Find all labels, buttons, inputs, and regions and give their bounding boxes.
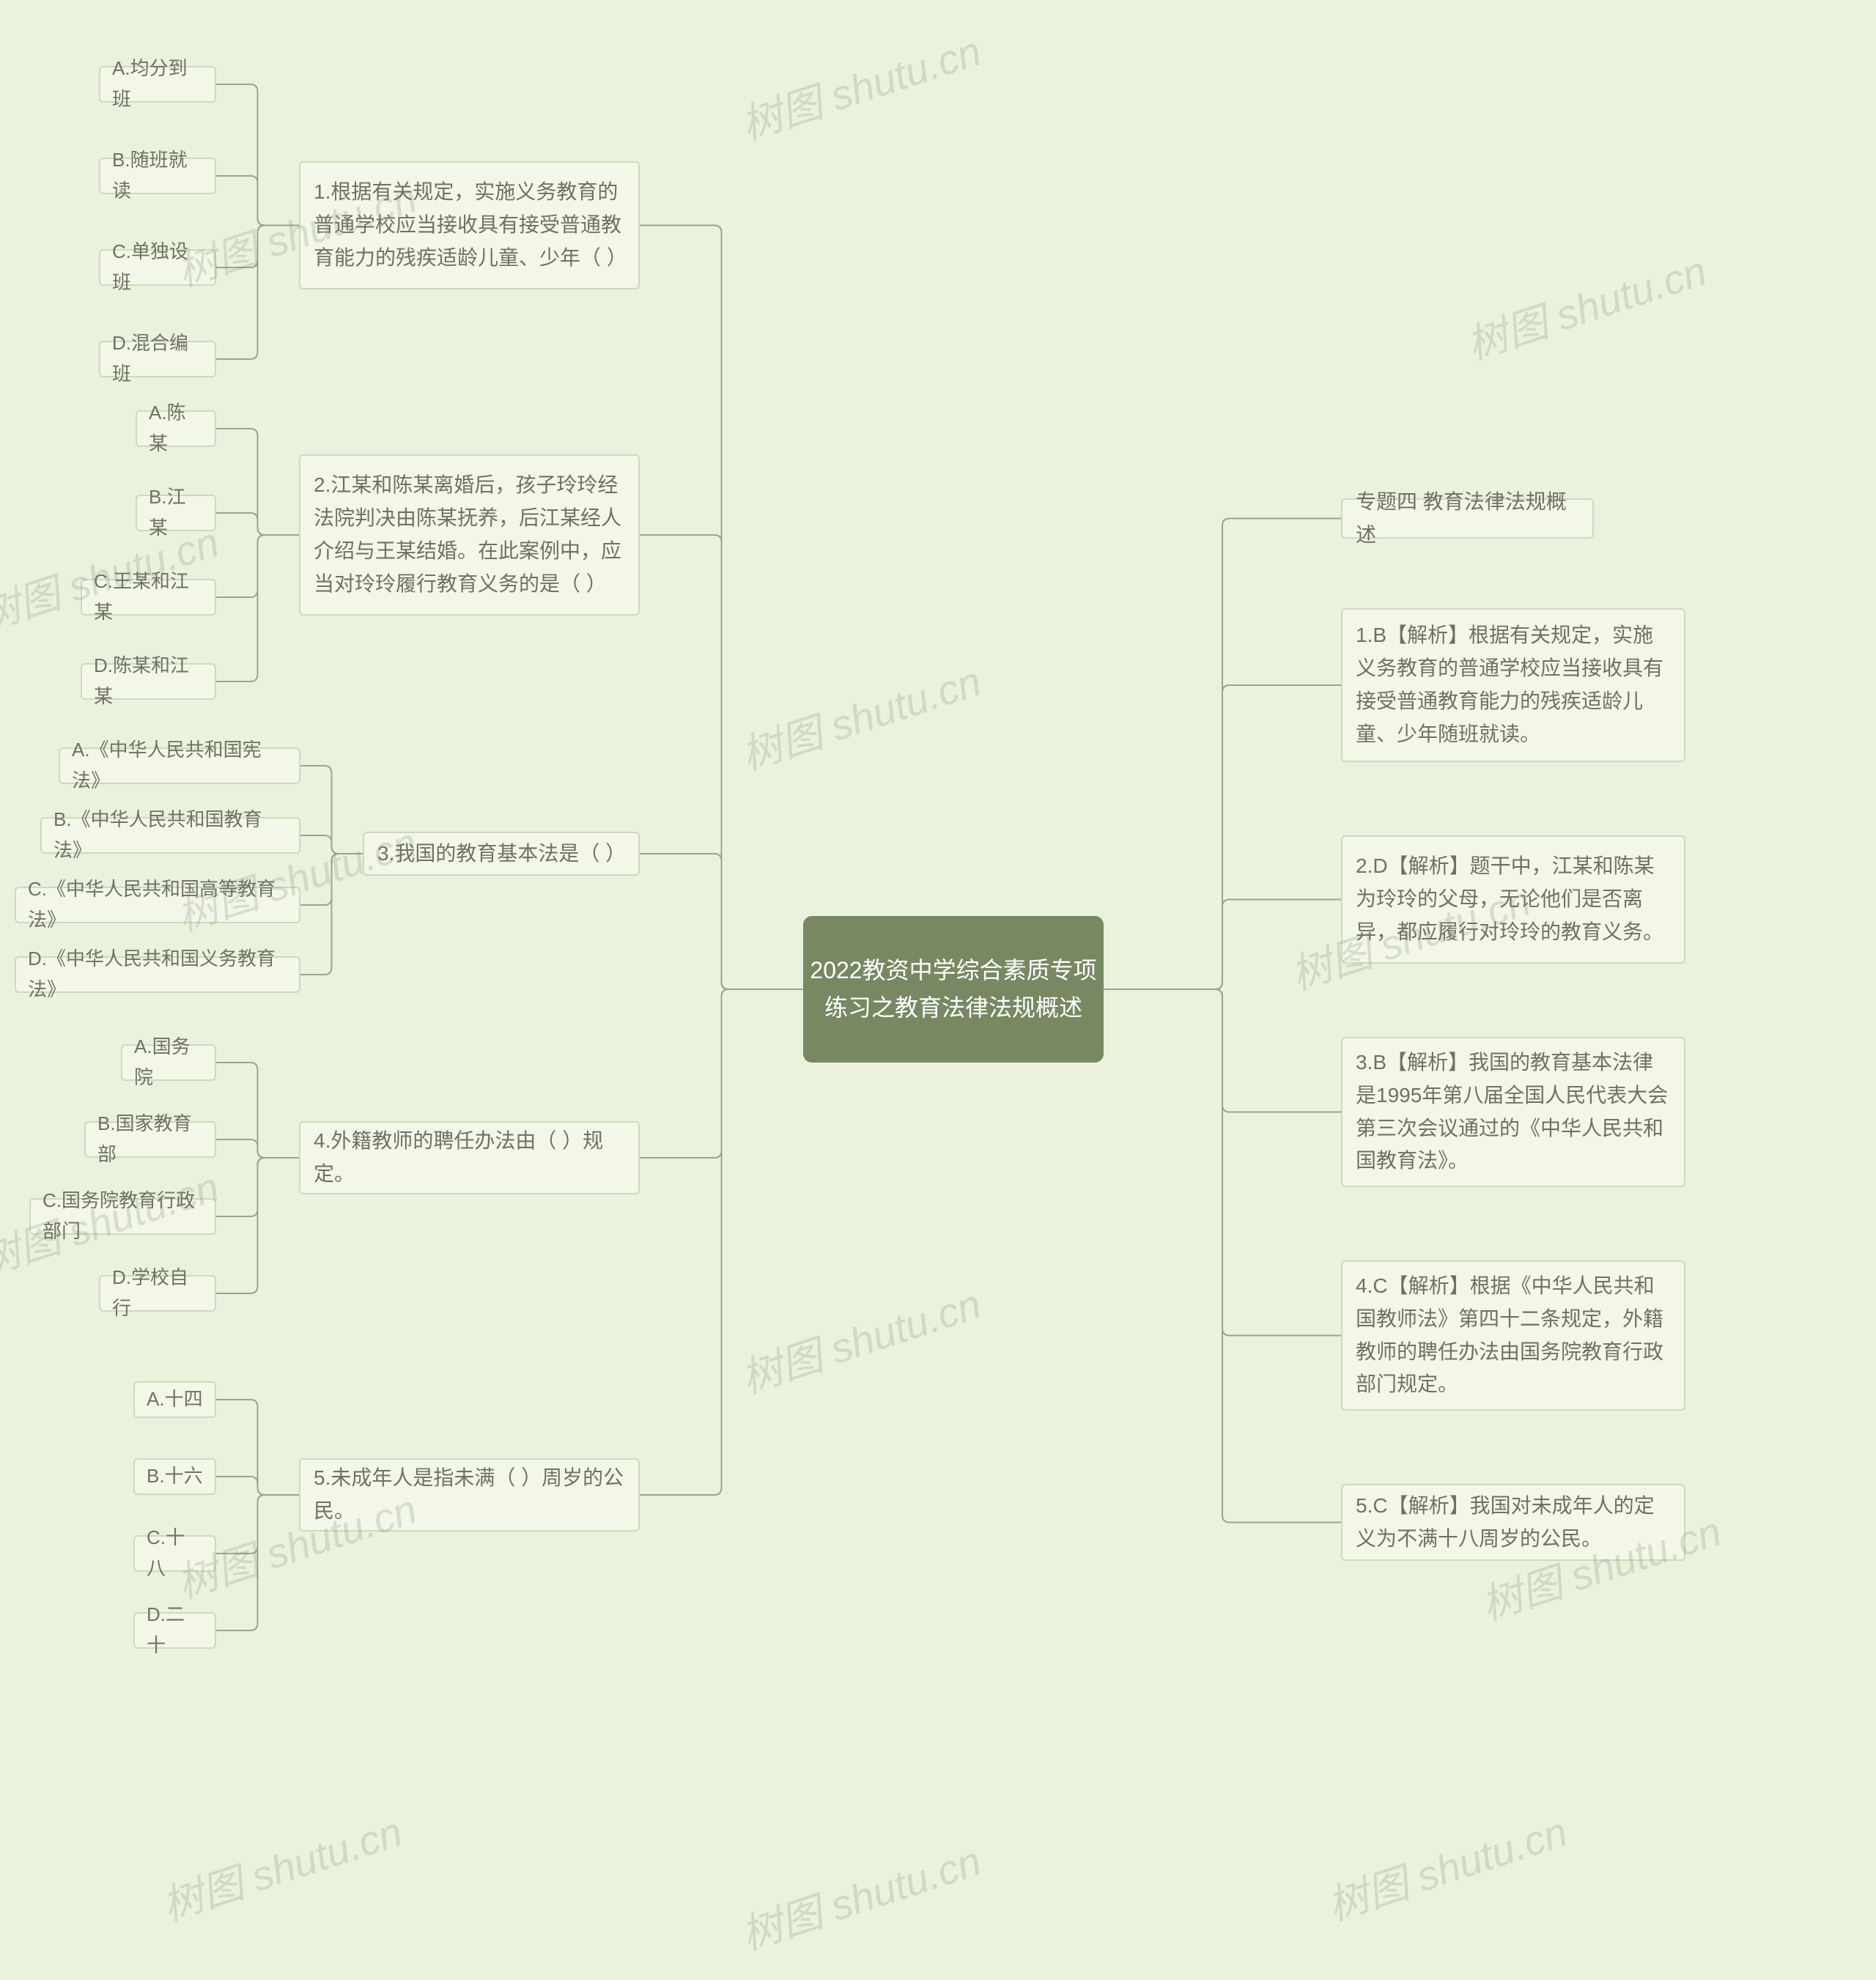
right-branch-2-label: 1.B【解析】根据有关规定，实施义务教育的普通学校应当接收具有接受普通教育能力的… (1356, 619, 1671, 750)
left-branch-1-leaf-2: B.随班就读 (99, 158, 216, 194)
left-branch-4-leaf-2: B.国家教育部 (84, 1121, 216, 1158)
left-branch-1: 1.根据有关规定，实施义务教育的普通学校应当接收具有接受普通教育能力的残疾适龄儿… (299, 161, 640, 289)
right-branch-5-label: 4.C【解析】根据《中华人民共和国教师法》第四十二条规定，外籍教师的聘任办法由国… (1356, 1270, 1671, 1401)
right-branch-4-label: 3.B【解析】我国的教育基本法律是1995年第八届全国人民代表大会第三次会议通过… (1356, 1046, 1671, 1178)
left-branch-4-leaf-2-label: B.国家教育部 (97, 1109, 203, 1170)
left-branch-2-leaf-1: A.陈某 (136, 410, 216, 447)
left-branch-4-leaf-1-label: A.国务院 (134, 1032, 203, 1093)
left-branch-2-leaf-2-label: B.江某 (149, 482, 203, 543)
watermark: 树图 shutu.cn (1319, 1799, 1574, 1932)
left-branch-3-leaf-4: D.《中华人民共和国义务教育法》 (15, 956, 300, 993)
root-node-label: 2022教资中学综合素质专项练习之教育法律法规概述 (803, 952, 1104, 1027)
left-branch-3-leaf-1-label: A.《中华人民共和国宪法》 (72, 735, 287, 796)
watermark: 树图 shutu.cn (154, 1799, 409, 1932)
left-branch-1-label: 1.根据有关规定，实施义务教育的普通学校应当接收具有接受普通教育能力的残疾适龄儿… (314, 176, 625, 274)
left-branch-5-leaf-2-label: B.十六 (147, 1461, 203, 1492)
left-branch-1-leaf-3-label: C.单独设班 (112, 237, 203, 298)
left-branch-2-label: 2.江某和陈某离婚后，孩子玲玲经法院判决由陈某抚养，后江某经人介绍与王某结婚。在… (314, 469, 625, 600)
left-branch-4-leaf-3-label: C.国务院教育行政部门 (43, 1186, 203, 1246)
right-branch-1: 专题四 教育法律法规概述 (1341, 498, 1594, 539)
watermark: 树图 shutu.cn (733, 649, 988, 782)
watermark: 树图 shutu.cn (733, 18, 988, 152)
left-branch-3-leaf-4-label: D.《中华人民共和国义务教育法》 (28, 944, 287, 1005)
left-branch-2-leaf-4: D.陈某和江某 (81, 663, 216, 700)
left-branch-4-leaf-1: A.国务院 (121, 1044, 216, 1081)
left-branch-4-leaf-3: C.国务院教育行政部门 (29, 1198, 216, 1235)
left-branch-3-leaf-3-label: C.《中华人民共和国高等教育法》 (28, 874, 287, 935)
left-branch-3-label: 3.我国的教育基本法是（ ） (377, 838, 625, 871)
left-branch-5-leaf-1-label: A.十四 (147, 1384, 203, 1415)
left-branch-4-leaf-4: D.学校自行 (99, 1275, 216, 1312)
right-branch-5: 4.C【解析】根据《中华人民共和国教师法》第四十二条规定，外籍教师的聘任办法由国… (1341, 1260, 1685, 1411)
left-branch-1-leaf-1: A.均分到班 (99, 66, 216, 103)
left-branch-3-leaf-2-label: B.《中华人民共和国教育法》 (53, 805, 287, 865)
left-branch-4-label: 4.外籍教师的聘任办法由（ ）规定。 (314, 1125, 625, 1191)
left-branch-3-leaf-3: C.《中华人民共和国高等教育法》 (15, 887, 300, 923)
left-branch-5-leaf-3: C.十八 (133, 1535, 216, 1572)
watermark: 树图 shutu.cn (733, 1271, 988, 1405)
right-branch-3: 2.D【解析】题干中，江某和陈某为玲玲的父母，无论他们是否离异，都应履行对玲玲的… (1341, 835, 1685, 964)
left-branch-2-leaf-3: C.王某和江某 (81, 579, 216, 616)
left-branch-2-leaf-1-label: A.陈某 (149, 398, 203, 459)
right-branch-6: 5.C【解析】我国对未成年人的定义为不满十八周岁的公民。 (1341, 1484, 1685, 1561)
watermark: 树图 shutu.cn (1458, 238, 1713, 372)
left-branch-2: 2.江某和陈某离婚后，孩子玲玲经法院判决由陈某抚养，后江某经人介绍与王某结婚。在… (299, 454, 640, 616)
left-branch-3-leaf-2: B.《中华人民共和国教育法》 (40, 817, 300, 854)
left-branch-5-leaf-4-label: D.二十 (147, 1600, 203, 1661)
left-branch-5: 5.未成年人是指未满（ ）周岁的公民。 (299, 1458, 640, 1532)
watermark: 树图 shutu.cn (733, 1828, 988, 1962)
right-branch-2: 1.B【解析】根据有关规定，实施义务教育的普通学校应当接收具有接受普通教育能力的… (1341, 608, 1685, 762)
left-branch-1-leaf-1-label: A.均分到班 (112, 53, 203, 114)
left-branch-3: 3.我国的教育基本法是（ ） (363, 832, 640, 876)
left-branch-1-leaf-2-label: B.随班就读 (112, 145, 203, 206)
right-branch-3-label: 2.D【解析】题干中，江某和陈某为玲玲的父母，无论他们是否离异，都应履行对玲玲的… (1356, 850, 1671, 948)
left-branch-2-leaf-2: B.江某 (136, 495, 216, 531)
left-branch-1-leaf-4-label: D.混合编班 (112, 328, 203, 389)
left-branch-3-leaf-1: A.《中华人民共和国宪法》 (59, 747, 300, 784)
right-branch-1-label: 专题四 教育法律法规概述 (1356, 486, 1579, 552)
left-branch-4-leaf-4-label: D.学校自行 (112, 1263, 203, 1323)
left-branch-5-label: 5.未成年人是指未满（ ）周岁的公民。 (314, 1462, 625, 1528)
left-branch-5-leaf-3-label: C.十八 (147, 1523, 203, 1584)
left-branch-1-leaf-3: C.单独设班 (99, 249, 216, 286)
right-branch-6-label: 5.C【解析】我国对未成年人的定义为不满十八周岁的公民。 (1356, 1490, 1671, 1556)
left-branch-2-leaf-4-label: D.陈某和江某 (94, 651, 203, 712)
right-branch-4: 3.B【解析】我国的教育基本法律是1995年第八届全国人民代表大会第三次会议通过… (1341, 1037, 1685, 1187)
left-branch-1-leaf-4: D.混合编班 (99, 341, 216, 377)
left-branch-5-leaf-2: B.十六 (133, 1458, 216, 1495)
root-node: 2022教资中学综合素质专项练习之教育法律法规概述 (803, 916, 1104, 1063)
left-branch-5-leaf-1: A.十四 (133, 1381, 216, 1418)
left-branch-2-leaf-3-label: C.王某和江某 (94, 566, 203, 627)
left-branch-5-leaf-4: D.二十 (133, 1612, 216, 1649)
left-branch-4: 4.外籍教师的聘任办法由（ ）规定。 (299, 1121, 640, 1194)
